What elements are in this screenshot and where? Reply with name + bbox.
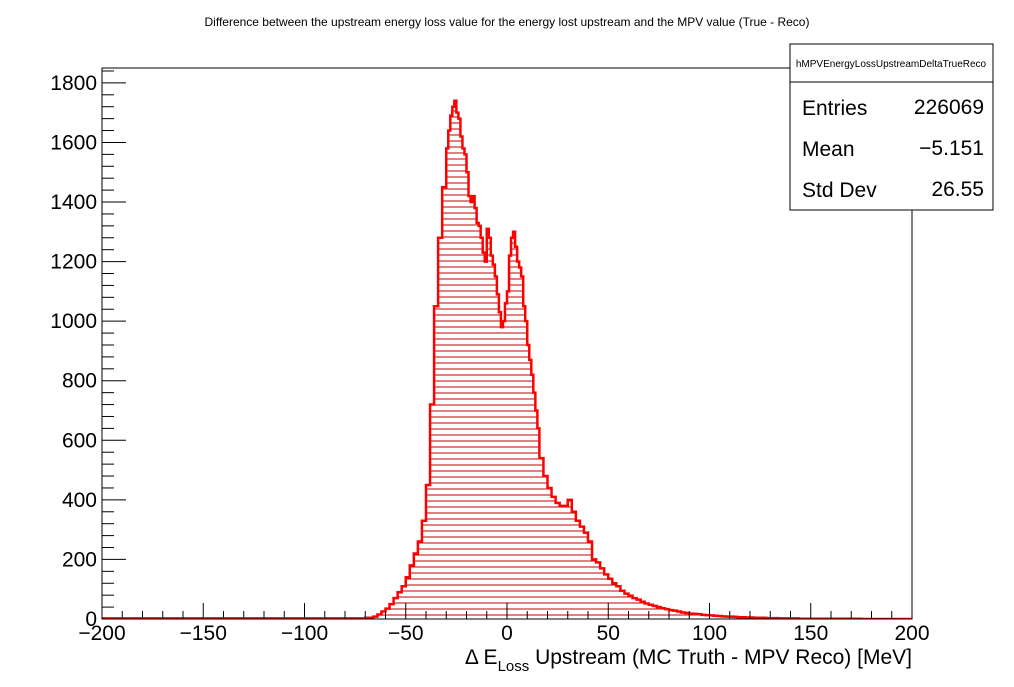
y-tick-label: 0 xyxy=(85,608,97,631)
x-tick-label: 0 xyxy=(501,622,513,645)
histogram-outline xyxy=(102,99,912,619)
y-tick-label: 1600 xyxy=(50,131,97,154)
stats-histogram-name: hMPVEnergyLossUpstreamDeltaTrueReco xyxy=(796,59,987,70)
x-axis-label: Δ ELoss Upstream (MC Truth - MPV Reco) [… xyxy=(465,646,912,675)
x-axis: −200 −150 −100 −50 0 50 100 150 200 xyxy=(78,603,930,645)
x-tick-label: −50 xyxy=(388,622,424,645)
x-tick-label: −100 xyxy=(281,622,328,645)
y-tick-label: 400 xyxy=(62,489,97,512)
x-tick-label: −200 xyxy=(78,622,125,645)
y-tick-label: 1200 xyxy=(50,251,97,274)
y-axis: 0 200 400 600 800 1000 1200 1400 1600 1800 xyxy=(50,70,126,631)
y-tick-label: 1800 xyxy=(50,72,97,95)
stats-entries-value: 226069 xyxy=(914,96,984,119)
y-tick-label: 1400 xyxy=(50,191,97,214)
chart-title: Difference between the upstream energy l… xyxy=(205,15,810,29)
stats-entries-label: Entries xyxy=(802,97,867,120)
x-tick-label: 150 xyxy=(793,622,828,645)
histogram-fill xyxy=(102,100,912,619)
stats-mean-label: Mean xyxy=(802,138,855,161)
stats-stddev-value: 26.55 xyxy=(931,178,984,201)
y-tick-label: 200 xyxy=(62,548,97,571)
x-tick-label: −150 xyxy=(180,622,227,645)
stats-stddev-label: Std Dev xyxy=(802,179,877,202)
y-tick-label: 1000 xyxy=(50,310,97,333)
stats-box: hMPVEnergyLossUpstreamDeltaTrueReco Entr… xyxy=(789,43,994,211)
histogram-series xyxy=(102,99,912,619)
y-tick-label: 800 xyxy=(62,370,97,393)
stats-box-frame xyxy=(789,43,994,211)
x-tick-label: 50 xyxy=(597,622,620,645)
y-tick-label: 600 xyxy=(62,429,97,452)
x-tick-label: 200 xyxy=(894,622,929,645)
x-tick-label: 100 xyxy=(692,622,727,645)
stats-mean-value: −5.151 xyxy=(919,137,984,160)
